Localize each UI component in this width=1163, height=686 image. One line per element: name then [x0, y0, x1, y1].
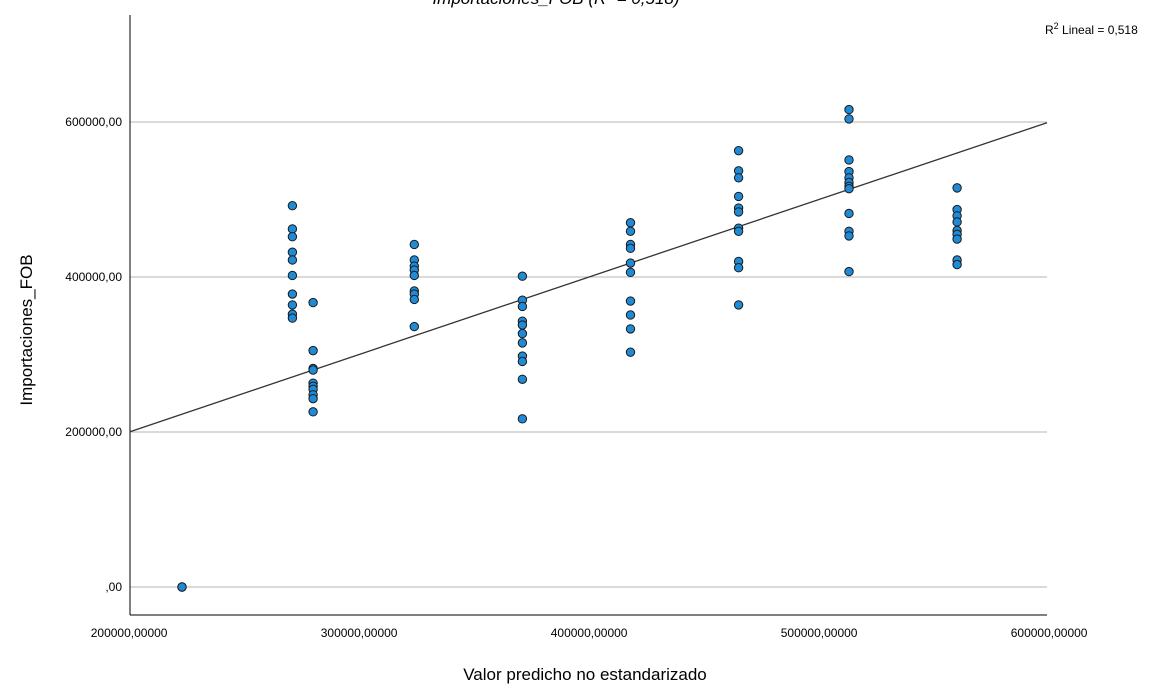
data-point [287, 300, 298, 310]
data-point [952, 259, 962, 270]
data-point [625, 296, 636, 306]
gridlines [130, 121, 1047, 588]
data-point [733, 191, 744, 202]
data-point [844, 183, 854, 194]
data-point [308, 393, 318, 404]
data-point [517, 374, 528, 384]
data-point [625, 226, 636, 236]
fit-line-label: R2 Lineal = 0,518 [1045, 21, 1138, 37]
data-point [287, 313, 298, 323]
data-point [517, 414, 528, 424]
data-point [625, 218, 636, 228]
fit-line [129, 122, 1048, 433]
data-point [517, 356, 528, 367]
fit-label-superscript: 2 [1054, 21, 1059, 31]
fit-line-layer [129, 122, 1048, 433]
data-point [625, 347, 636, 357]
tick-labels: 200000,00000 300000,00000 400000,00000 5000… [65, 115, 1088, 640]
data-point [409, 294, 419, 305]
fit-label-r: R [1045, 23, 1054, 37]
data-point [844, 208, 854, 219]
data-point [625, 267, 636, 278]
data-point [287, 289, 298, 299]
data-point [287, 255, 298, 265]
data-points [177, 104, 962, 592]
data-point [287, 224, 298, 234]
data-point [844, 266, 854, 277]
y-tick-label: 200000,00 [65, 425, 122, 439]
data-point [517, 271, 528, 281]
data-point [177, 582, 187, 592]
chart-title: Importaciones_FOB (R² = 0,518) [432, 0, 679, 8]
data-point [952, 183, 962, 193]
data-point [308, 407, 318, 417]
data-point [844, 104, 854, 115]
data-point [308, 345, 318, 356]
fit-label-text: Lineal = 0,518 [1059, 23, 1138, 37]
data-point [733, 207, 744, 217]
data-point [625, 324, 636, 334]
data-point [517, 320, 528, 330]
y-tick-label: 400000,00 [65, 270, 122, 284]
data-point [625, 243, 636, 254]
data-point [308, 297, 318, 308]
data-point [409, 321, 419, 332]
data-point [844, 114, 854, 124]
x-tick-label: 600000,00000 [1011, 626, 1088, 640]
x-tick-label: 200000,00000 [91, 626, 168, 640]
y-tick-label: 600000,00 [65, 115, 122, 129]
data-point [952, 217, 962, 227]
data-point [517, 338, 528, 348]
data-point [287, 270, 298, 281]
data-point [287, 232, 298, 242]
data-point [844, 231, 854, 241]
data-point [733, 145, 744, 156]
data-point [409, 270, 419, 281]
y-axis-title: Importaciones_FOB [17, 254, 36, 405]
x-tick-label: 500000,00000 [781, 626, 858, 640]
x-tick-label: 300000,00000 [321, 626, 398, 640]
axes [129, 15, 1047, 616]
data-point [733, 173, 744, 183]
data-point [517, 328, 528, 339]
data-point [287, 201, 298, 211]
data-point [308, 365, 318, 375]
data-point [733, 300, 744, 310]
data-point [517, 301, 528, 312]
x-axis-title: Valor predicho no estandarizado [463, 665, 707, 684]
data-point [625, 258, 636, 268]
data-point [409, 239, 419, 250]
data-point [733, 226, 744, 236]
data-point [287, 247, 298, 257]
data-point [952, 234, 962, 244]
y-tick-label: ,00 [105, 580, 122, 594]
data-point [625, 310, 636, 320]
x-tick-label: 400000,00000 [551, 626, 628, 640]
data-point [733, 263, 744, 273]
data-point [844, 155, 854, 165]
